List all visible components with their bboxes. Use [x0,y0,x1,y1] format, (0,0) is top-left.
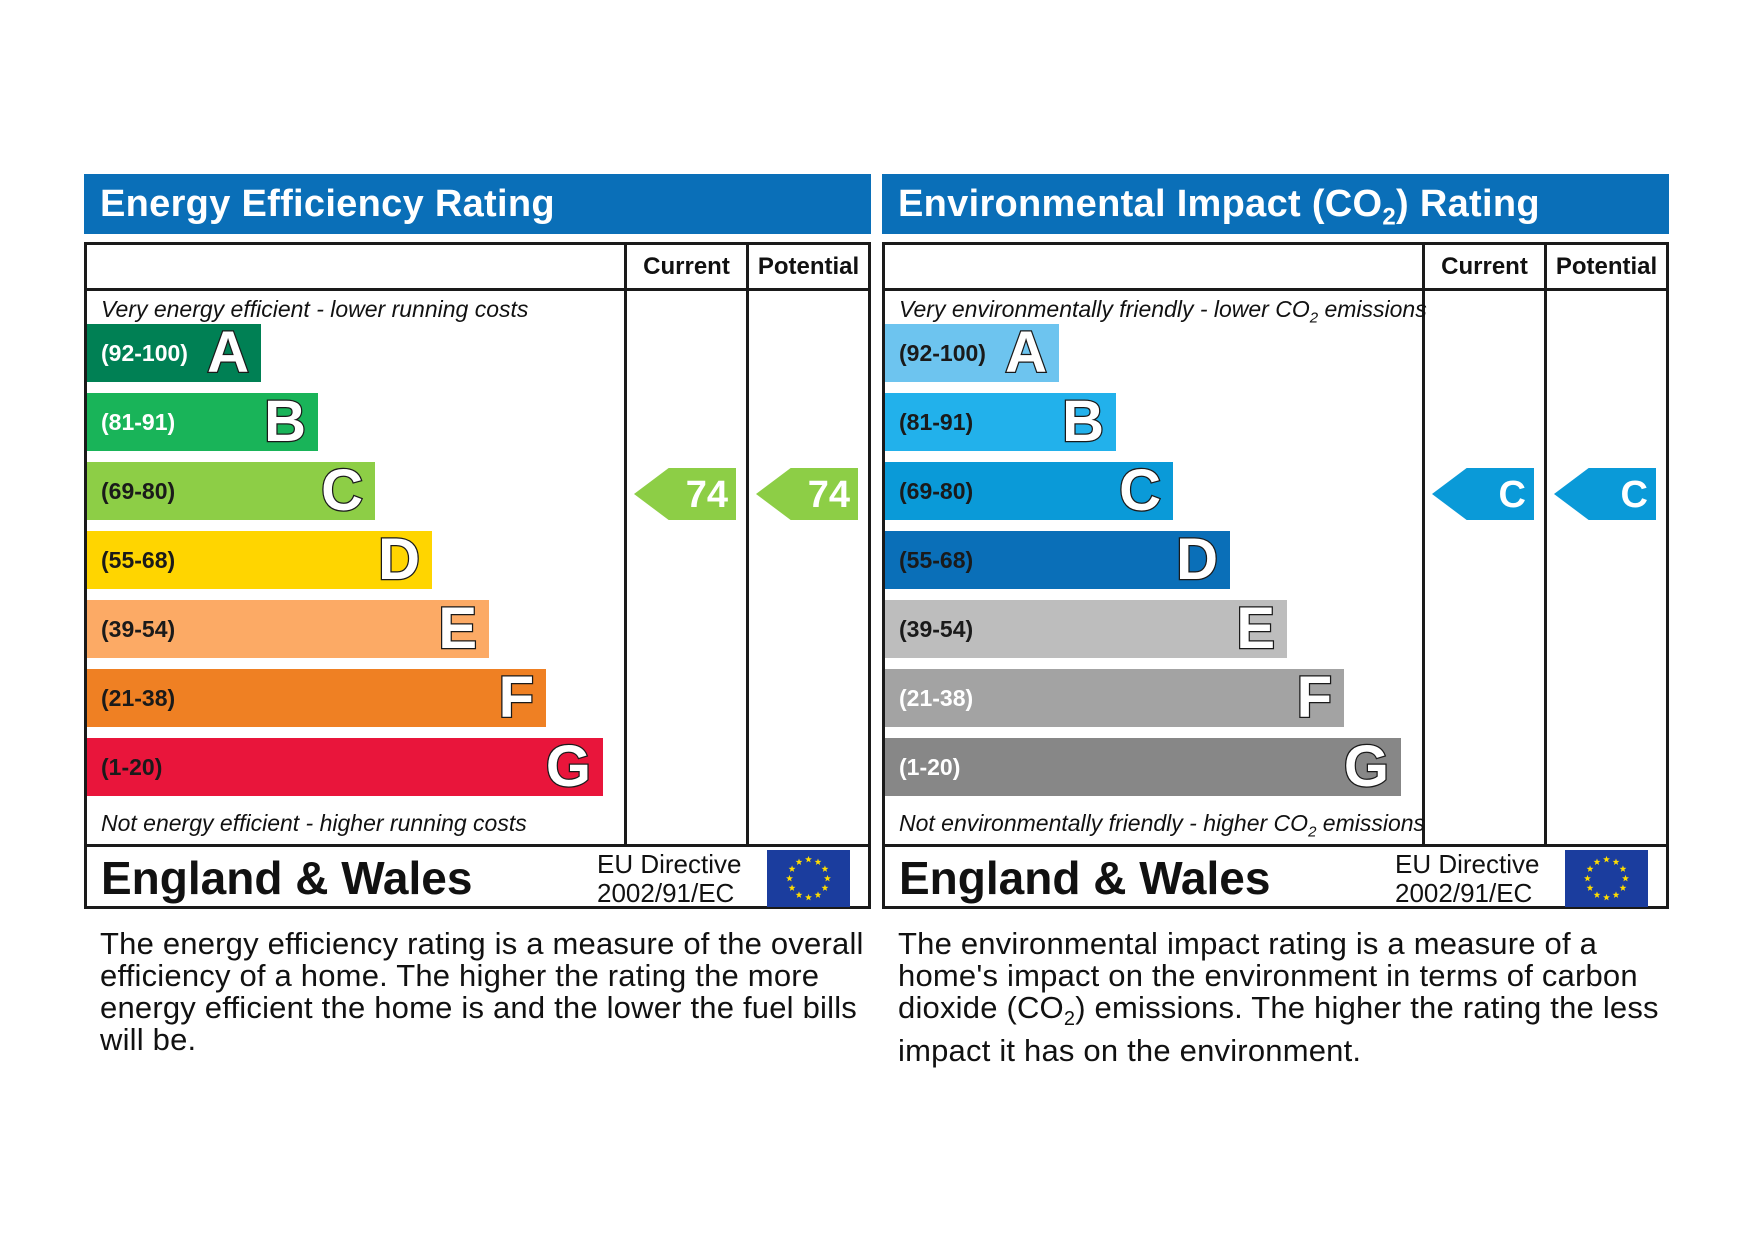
energy-rating-chart: Current Potential Very energy efficient … [84,242,871,909]
band-range: (69-80) [899,478,974,504]
region-label: England & Wales [101,852,473,904]
energy-efficiency-panel: Energy Efficiency Rating Current Potenti… [84,174,871,1056]
band-range: (1-20) [899,754,961,780]
band-range: (55-68) [101,547,176,573]
current-rating-arrow: C [1432,468,1534,520]
region-label: England & Wales [899,852,1271,904]
band-range: (21-38) [101,685,176,711]
band-range: (92-100) [101,340,188,366]
band-letter: D [1175,526,1219,593]
band-letter: A [206,319,250,386]
panel-footer: England & Wales EU Directive 2002/91/EC [87,847,868,908]
current-column-header: Current [643,253,730,280]
top-note: Very energy efficient - lower running co… [101,296,529,322]
environment-panel-title: Environmental Impact (CO2) Rating [882,174,1669,234]
band-d: (55-68) D [885,526,1230,593]
current-rating-arrow: 74 [634,468,736,520]
band-letter: E [437,595,478,662]
band-b: (81-91) B [87,388,318,455]
environmental-impact-panel: Environmental Impact (CO2) Rating Curren… [882,174,1669,1067]
band-c: (69-80) C [885,457,1173,524]
band-letter: F [497,664,535,731]
band-letter: A [1004,319,1048,386]
band-e: (39-54) E [885,595,1287,662]
band-range: (81-91) [101,409,176,435]
current-rating-value: C [1498,474,1526,516]
band-letter: F [1295,664,1333,731]
eu-directive: EU Directive 2002/91/EC [597,849,742,908]
current-column-header: Current [1441,253,1528,280]
potential-rating-arrow: C [1554,468,1656,520]
potential-rating-value: 74 [807,474,850,516]
band-letter: C [1118,457,1162,524]
environment-description: The environmental impact rating is a mea… [898,926,1659,1069]
band-a: (92-100) A [885,319,1059,386]
eu-flag-icon [767,850,850,907]
band-range: (39-54) [101,616,176,642]
environment-rating-chart: Current Potential Very environmentally f… [882,242,1669,909]
band-range: (92-100) [899,340,986,366]
band-f: (21-38) F [87,664,546,731]
energy-description: The energy efficiency rating is a measur… [100,926,864,1057]
bottom-note: Not energy efficient - higher running co… [101,810,527,836]
band-letter: G [1343,733,1391,800]
band-range: (81-91) [899,409,974,435]
band-f: (21-38) F [885,664,1344,731]
band-letter: C [320,457,364,524]
band-letter: B [1061,388,1105,455]
band-b: (81-91) B [885,388,1116,455]
energy-panel-title: Energy Efficiency Rating [84,174,871,234]
eu-flag-icon [1565,850,1648,907]
top-note: Very environmentally friendly - lower CO… [899,296,1427,327]
panel-footer: England & Wales EU Directive 2002/91/EC [885,847,1666,908]
eu-directive: EU Directive 2002/91/EC [1395,849,1540,908]
band-range: (55-68) [899,547,974,573]
potential-rating-value: C [1620,474,1648,516]
band-letter: E [1235,595,1276,662]
band-c: (69-80) C [87,457,375,524]
band-g: (1-20) G [87,733,603,800]
potential-rating-arrow: 74 [756,468,858,520]
band-letter: B [263,388,307,455]
band-g: (1-20) G [885,733,1401,800]
potential-column-header: Potential [757,253,860,280]
band-e: (39-54) E [87,595,489,662]
band-a: (92-100) A [87,319,261,386]
band-range: (69-80) [101,478,176,504]
band-range: (39-54) [899,616,974,642]
band-letter: D [377,526,421,593]
band-range: (1-20) [101,754,163,780]
band-letter: G [545,733,593,800]
bottom-note: Not environmentally friendly - higher CO… [899,810,1426,841]
band-d: (55-68) D [87,526,432,593]
current-rating-value: 74 [685,474,728,516]
potential-column-header: Potential [1555,253,1658,280]
band-range: (21-38) [899,685,974,711]
